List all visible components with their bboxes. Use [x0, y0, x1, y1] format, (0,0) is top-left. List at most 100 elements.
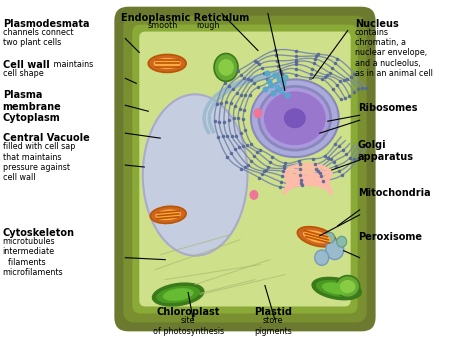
- Text: Mitochondria: Mitochondria: [358, 188, 430, 198]
- Ellipse shape: [155, 209, 181, 220]
- Point: [311, 56, 319, 62]
- Point: [347, 74, 355, 80]
- Point: [268, 154, 276, 159]
- Point: [306, 75, 313, 80]
- Point: [244, 162, 252, 168]
- Point: [321, 153, 329, 158]
- Text: Cytoskeleton: Cytoskeleton: [3, 228, 75, 238]
- FancyBboxPatch shape: [139, 32, 351, 307]
- Point: [340, 77, 347, 82]
- Point: [292, 48, 300, 54]
- Point: [236, 144, 243, 149]
- Text: filled with cell sap
that maintains
pressure against
cell wall: filled with cell sap that maintains pres…: [3, 142, 75, 182]
- Point: [271, 48, 279, 53]
- Point: [262, 167, 270, 172]
- Point: [251, 80, 258, 86]
- Point: [218, 100, 225, 106]
- Point: [237, 166, 245, 172]
- Ellipse shape: [249, 190, 258, 200]
- Ellipse shape: [153, 283, 204, 306]
- Point: [251, 58, 258, 64]
- Point: [237, 92, 245, 97]
- Text: Endoplasmic Reticulum: Endoplasmic Reticulum: [121, 13, 249, 23]
- Point: [239, 143, 247, 149]
- Point: [346, 93, 353, 98]
- Point: [279, 81, 287, 86]
- Text: Cell wall: Cell wall: [3, 61, 49, 70]
- Point: [229, 86, 237, 92]
- Point: [232, 147, 239, 152]
- Text: channels connect
two plant cells: channels connect two plant cells: [3, 27, 73, 47]
- Point: [334, 56, 341, 61]
- Ellipse shape: [148, 55, 186, 72]
- Point: [354, 86, 362, 92]
- Point: [256, 147, 264, 153]
- Point: [233, 133, 240, 139]
- Text: Plasma
membrane: Plasma membrane: [3, 90, 62, 112]
- Point: [292, 57, 300, 62]
- Point: [283, 93, 291, 98]
- Text: Peroxisome: Peroxisome: [358, 232, 422, 242]
- Point: [267, 82, 275, 88]
- Point: [319, 178, 327, 184]
- Ellipse shape: [218, 59, 234, 76]
- Text: rough: rough: [196, 21, 220, 30]
- FancyBboxPatch shape: [123, 16, 366, 322]
- Point: [246, 93, 253, 98]
- Point: [265, 79, 273, 85]
- Point: [234, 68, 241, 74]
- Point: [244, 76, 252, 82]
- Point: [312, 166, 320, 172]
- Point: [337, 97, 345, 102]
- Point: [310, 61, 318, 66]
- Point: [292, 62, 300, 67]
- FancyBboxPatch shape: [132, 25, 358, 314]
- Point: [341, 96, 349, 101]
- Text: Ribosomes: Ribosomes: [358, 103, 417, 113]
- Ellipse shape: [251, 79, 339, 157]
- Text: Golgi
apparatus: Golgi apparatus: [358, 140, 414, 162]
- Point: [350, 89, 357, 95]
- Point: [330, 159, 337, 164]
- Ellipse shape: [315, 250, 329, 265]
- Point: [277, 179, 285, 184]
- Text: smooth: smooth: [147, 21, 177, 30]
- Point: [261, 87, 269, 92]
- Ellipse shape: [254, 108, 263, 118]
- Point: [350, 71, 358, 76]
- Point: [278, 71, 286, 77]
- Ellipse shape: [156, 286, 200, 303]
- Text: maintains: maintains: [51, 61, 93, 70]
- Point: [237, 130, 245, 136]
- Text: cell shape: cell shape: [3, 69, 44, 78]
- Point: [331, 141, 339, 147]
- Ellipse shape: [297, 227, 336, 247]
- Point: [296, 166, 304, 172]
- Point: [321, 74, 328, 80]
- Text: Nucleus: Nucleus: [355, 19, 399, 29]
- Point: [272, 52, 280, 58]
- Point: [363, 85, 370, 91]
- Point: [233, 90, 241, 96]
- Point: [297, 172, 304, 178]
- Point: [311, 161, 319, 167]
- Point: [335, 143, 343, 149]
- Point: [237, 72, 245, 78]
- Ellipse shape: [326, 240, 344, 260]
- Ellipse shape: [337, 236, 346, 247]
- Point: [318, 173, 325, 179]
- Ellipse shape: [303, 230, 331, 243]
- Point: [216, 119, 223, 125]
- Point: [255, 175, 263, 181]
- Ellipse shape: [259, 86, 331, 150]
- Point: [236, 106, 244, 111]
- Point: [333, 163, 340, 169]
- Point: [221, 81, 228, 86]
- Point: [269, 90, 277, 96]
- Ellipse shape: [312, 277, 361, 300]
- Ellipse shape: [340, 280, 356, 293]
- Ellipse shape: [143, 94, 247, 256]
- FancyBboxPatch shape: [114, 7, 375, 331]
- Point: [260, 71, 268, 76]
- Text: store
pigments: store pigments: [254, 316, 292, 336]
